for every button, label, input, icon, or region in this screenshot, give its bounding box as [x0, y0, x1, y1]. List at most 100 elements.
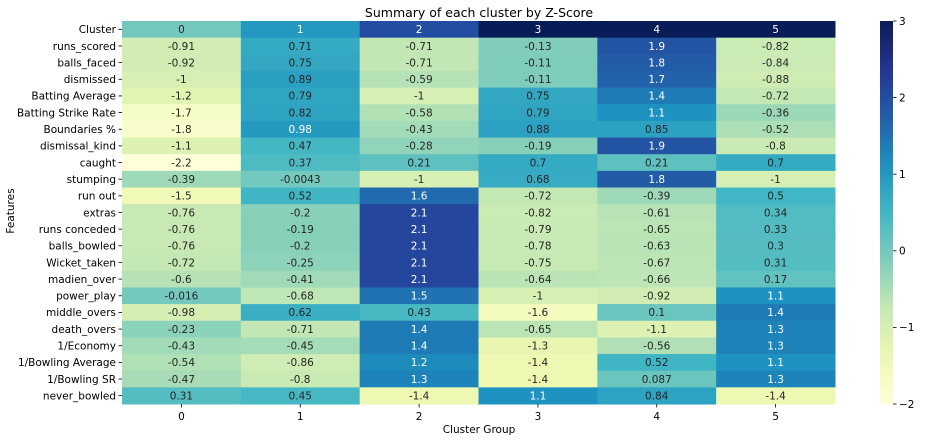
- cell-value-label: 2.1: [411, 224, 428, 236]
- heatmap-cell: [359, 137, 479, 155]
- heatmap-cells: 0 1 2 3 4 5 -0.91 0.71 -0.71 -0.13 1.9 -0.82 -0.92 0.…: [122, 21, 836, 405]
- heatmap-cell: [716, 237, 836, 255]
- cell-value-label: 1.2: [411, 357, 428, 369]
- heatmap-cell: [597, 304, 717, 322]
- cell-value-label: 0.52: [645, 357, 668, 369]
- cell-value-label: -0.76: [168, 207, 195, 219]
- heatmap-cell: [716, 287, 836, 305]
- heatmap-cell: [240, 337, 361, 355]
- cell-value-label: -0.66: [643, 274, 670, 286]
- heatmap-cell: [122, 154, 242, 172]
- heatmap-cell: [359, 287, 479, 305]
- heatmap-cell: [716, 120, 836, 139]
- heatmap-cell: [122, 254, 242, 272]
- cell-value-label: -0.54: [168, 357, 195, 369]
- heatmap-cell: [478, 237, 598, 255]
- cell-value-label: -0.65: [524, 324, 551, 336]
- heatmap-cell: [597, 154, 717, 172]
- cell-value-label: -0.36: [762, 107, 789, 119]
- cell-value-label: -0.59: [405, 74, 432, 86]
- cell-value-label: -0.43: [168, 341, 195, 353]
- heatmap-cell: [359, 87, 479, 105]
- y-tick-label: stumping: [67, 174, 116, 186]
- cell-value-label: -0.78: [524, 241, 551, 253]
- cell-value-label: 2.1: [411, 207, 428, 219]
- cell-value-label: -0.28: [405, 141, 432, 153]
- cell-value-label: -0.65: [643, 224, 670, 236]
- cell-value-label: -0.39: [643, 191, 670, 203]
- heatmap-cell: [122, 104, 242, 122]
- heatmap-cell: [716, 387, 836, 405]
- heatmap-cell: [478, 87, 598, 105]
- heatmap-cell: [359, 220, 479, 238]
- heatmap-cell: [359, 387, 479, 405]
- cell-value-label: -0.71: [405, 41, 432, 53]
- cell-value-label: -0.98: [168, 307, 195, 319]
- y-tick-label: Cluster: [79, 24, 117, 36]
- heatmap-cell: [359, 237, 479, 255]
- cell-value-label: -1.6: [528, 307, 549, 319]
- cell-value-label: -0.68: [287, 291, 314, 303]
- heatmap-cell: [478, 54, 598, 72]
- heatmap-cell: [478, 187, 598, 205]
- x-tick-label: 0: [178, 411, 185, 423]
- colorbar-tick-label: 2: [899, 92, 906, 104]
- heatmap-cell: [478, 37, 598, 55]
- cell-value-label: 1.5: [411, 291, 428, 303]
- cell-value-label: 1.3: [767, 374, 784, 386]
- heatmap-cell: [478, 137, 598, 155]
- heatmap-cell: [478, 354, 598, 372]
- cell-value-label: -0.72: [168, 257, 195, 269]
- heatmap-cell: [478, 337, 598, 355]
- cell-value-label: -0.56: [643, 341, 670, 353]
- x-tick-label: 4: [653, 411, 660, 423]
- heatmap-cell: [716, 137, 836, 155]
- cell-value-label: -0.64: [524, 274, 551, 286]
- y-tick-label: balls_faced: [57, 57, 116, 69]
- y-axis-label: Features: [5, 188, 17, 233]
- colorbar-tick-label: −2: [899, 399, 914, 411]
- y-tick-label: runs_scored: [53, 41, 116, 53]
- cell-value-label: -1.4: [528, 357, 549, 369]
- cell-value-label: 1.8: [648, 57, 665, 69]
- heatmap-cell: [359, 170, 479, 189]
- cell-value-label: 0.7: [767, 157, 784, 169]
- cell-value-label: 0.31: [170, 390, 193, 402]
- heatmap-cell: [122, 287, 242, 305]
- cell-value-label: 0.89: [289, 74, 312, 86]
- cell-value-label: 0.37: [289, 157, 312, 169]
- heatmap-cell: [122, 170, 242, 189]
- heatmap-cell: [597, 287, 717, 305]
- cell-value-label: 1.3: [411, 374, 428, 386]
- heatmap-cell: [122, 37, 242, 55]
- heatmap-cell: [597, 237, 717, 255]
- heatmap-cell: [716, 154, 836, 172]
- heatmap-cell: [122, 320, 242, 338]
- cell-value-label: -1.2: [171, 91, 192, 103]
- heatmap-cell: [597, 87, 717, 105]
- x-tick-label: 5: [772, 411, 779, 423]
- heatmap-cell: [122, 54, 242, 72]
- cell-value-label: 0.75: [289, 57, 312, 69]
- cell-value-label: 0.43: [407, 307, 430, 319]
- cell-value-label: -0.91: [168, 41, 195, 53]
- cell-value-label: 1.6: [411, 191, 428, 203]
- cell-value-label: 1.9: [648, 141, 665, 153]
- heatmap-cell: [716, 21, 836, 39]
- y-tick-label: Wicket_taken: [46, 257, 116, 269]
- heatmap-cell: [597, 387, 717, 405]
- cell-value-label: -0.61: [643, 207, 670, 219]
- colorbar-tick-label: 3: [899, 16, 906, 28]
- cell-value-label: -0.67: [643, 257, 670, 269]
- heatmap-cell: [716, 170, 836, 189]
- cell-value-label: -1.4: [528, 374, 549, 386]
- heatmap-cell: [597, 220, 717, 238]
- cell-value-label: -0.92: [168, 57, 195, 69]
- heatmap-cell: [478, 70, 598, 89]
- heatmap-cell: [359, 21, 479, 39]
- y-tick-label: power_play: [56, 291, 116, 303]
- cell-value-label: -0.52: [762, 124, 789, 136]
- y-tick-label: balls_bowled: [49, 241, 116, 253]
- cell-value-label: 1.4: [648, 91, 665, 103]
- heatmap-cell: [478, 21, 598, 39]
